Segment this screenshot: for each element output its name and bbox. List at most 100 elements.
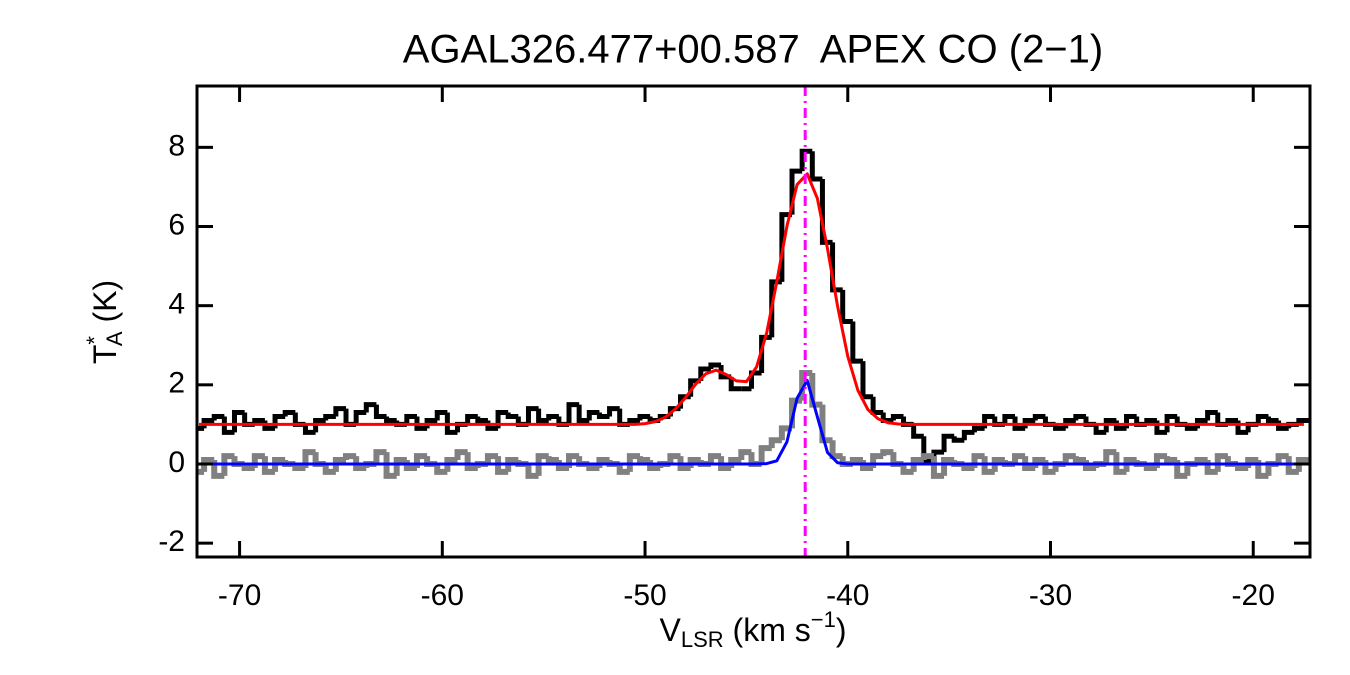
- spectrum-channel: [292, 412, 306, 427]
- spectrum-channel: [373, 449, 387, 464]
- x-tick-label: -20: [1232, 579, 1275, 612]
- spectrum-channel: [1265, 460, 1279, 476]
- spectrum-channel: [332, 457, 347, 472]
- spectrum-channel: [677, 456, 691, 471]
- spectrum-channel: [484, 453, 499, 464]
- spectrum-channel: [1073, 413, 1086, 421]
- spectrum-channel: [1062, 453, 1076, 464]
- spectrum-channel: [880, 449, 894, 457]
- spectrum-channel: [900, 463, 914, 475]
- x-axis-label: VLSR (km s−1): [660, 607, 847, 652]
- spectrum-channel: [911, 424, 924, 439]
- x-label-sub: LSR: [681, 627, 724, 652]
- spectrum-channel: [1113, 452, 1127, 475]
- spectrum-channel: [1103, 449, 1117, 464]
- spectrum-channel: [870, 396, 884, 416]
- y-tick-label: 2: [168, 367, 185, 400]
- spectrum-channel: [536, 408, 549, 423]
- spectrum-channel: [465, 413, 478, 425]
- spectrum-channel: [302, 424, 316, 435]
- spectrum-channel: [505, 457, 519, 472]
- spectrum-channel: [1002, 413, 1016, 425]
- spectrum-channel: [708, 362, 722, 369]
- y-tick-label: 6: [168, 208, 185, 241]
- spectrum-channel: [475, 416, 488, 423]
- y-label-main: T: [87, 345, 123, 365]
- spectrum-channel: [768, 437, 782, 449]
- spectrum-channel: [566, 402, 580, 425]
- spectrum-channel: [505, 412, 519, 419]
- y-tick-label: -2: [158, 525, 185, 558]
- spectrum-channel: [404, 413, 417, 425]
- fit-line: [199, 378, 1304, 466]
- spectrum-channel: [363, 402, 377, 413]
- spectrum-channel: [1103, 417, 1117, 433]
- y-tick-label: 0: [168, 446, 185, 479]
- spectrum-channel: [261, 456, 276, 475]
- spectrum-channel: [414, 416, 428, 431]
- spectrum-channel: [586, 410, 600, 421]
- spectrum-channel: [758, 445, 772, 464]
- spectrum-channel: [525, 406, 539, 425]
- spectrum-channel: [1093, 424, 1107, 435]
- spectrum-channel: [1012, 453, 1026, 464]
- spectrum-channel: [626, 453, 640, 472]
- x-label-sup: −1: [811, 607, 836, 632]
- spectrum-channel: [525, 463, 539, 479]
- spectrum-channel: [1184, 460, 1198, 476]
- chart-title: AGAL326.477+00.587 APEX CO (2−1): [403, 28, 1103, 72]
- spectrum-channel: [596, 412, 610, 419]
- spectrum-channel: [323, 413, 336, 421]
- spectrum-channel: [718, 456, 732, 471]
- spectrum-channel: [1285, 456, 1299, 475]
- spectrum-channel: [434, 410, 448, 421]
- x-label-main: V: [660, 612, 682, 648]
- x-tick-label: -40: [826, 579, 869, 612]
- spectrum-channel: [971, 425, 985, 433]
- spectrum-channel: [890, 452, 904, 467]
- spectrum-channel: [373, 404, 387, 419]
- spectrum-channel: [211, 413, 225, 421]
- y-label-sub: A: [102, 331, 127, 346]
- spectrum-channel: [819, 179, 833, 245]
- plot-frame: [195, 84, 1312, 559]
- spectrum-channel: [637, 413, 651, 421]
- spectrum-channel: [312, 452, 326, 467]
- x-label-close: ): [836, 612, 847, 648]
- y-axis-label: T*A (K): [82, 280, 127, 364]
- spectrum-channel: [444, 412, 458, 435]
- spectrum-channel: [759, 334, 772, 373]
- spectrum-channel: [961, 429, 975, 441]
- spectrum-channel: [333, 406, 347, 417]
- spectrum-channel: [941, 433, 955, 453]
- spectrum-channel: [748, 370, 762, 389]
- spectrum-channel: [1032, 413, 1046, 421]
- spectrum-channel: [535, 453, 549, 476]
- spectrum-channel: [1072, 456, 1086, 464]
- spectrum-channel: [454, 449, 468, 461]
- x-tick-label: -60: [421, 579, 464, 612]
- spectrum-channel: [353, 456, 367, 471]
- spectrum-channel: [636, 456, 651, 464]
- spectrum-channel: [607, 406, 620, 417]
- spectrum-channel: [707, 453, 722, 464]
- spectrum-channel: [728, 376, 742, 392]
- spectrum-channel: [221, 416, 235, 435]
- spectrum-channel: [576, 404, 590, 423]
- spectrum-channel: [272, 413, 286, 429]
- spectrum-channel: [221, 453, 235, 476]
- spectrum-channel: [1255, 413, 1269, 425]
- spectrum-channel: [809, 372, 823, 408]
- spectrum-channel: [1265, 416, 1279, 423]
- spectrum-channel: [981, 456, 995, 475]
- spectrum-channel: [322, 463, 336, 475]
- spectrum-channel: [920, 453, 934, 461]
- x-tick-label: -50: [623, 579, 666, 612]
- x-tick-label: -30: [1029, 579, 1072, 612]
- spectrum-channel: [464, 452, 478, 471]
- spectrum-channel: [393, 457, 407, 476]
- spectrum-channel: [1214, 453, 1228, 472]
- spectrum-channel: [353, 410, 367, 425]
